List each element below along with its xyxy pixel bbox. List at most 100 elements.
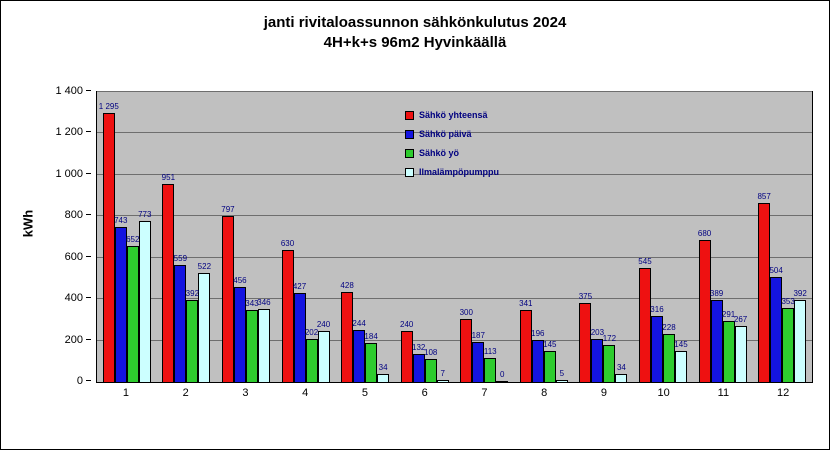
bar-value-label: 504 — [769, 266, 783, 275]
bar-Sähkö päivä — [114, 227, 127, 382]
bar-wrap: 427 — [293, 282, 306, 382]
bar-Sähkö yhteensä — [519, 310, 532, 382]
bar-value-label: 267 — [733, 315, 748, 324]
bar-value-label: 341 — [519, 299, 533, 308]
y-tick-mark — [86, 297, 91, 299]
bar-wrap: 196 — [531, 329, 545, 382]
bar-Ilmalämpöpumppu — [674, 351, 687, 382]
bar-value-label: 244 — [352, 319, 366, 328]
bar-Sähkö yhteensä — [758, 203, 771, 382]
bar-value-label: 343 — [245, 299, 259, 308]
bar-value-label: 240 — [399, 320, 414, 329]
bar-value-label: 353 — [781, 297, 795, 306]
bar-wrap: 392 — [186, 289, 199, 382]
bar-Sähkö yö — [782, 308, 795, 382]
bar-wrap: 1 295 — [99, 102, 119, 382]
x-tick-label: 4 — [302, 387, 309, 399]
y-tick-label: 1 000 — [55, 167, 83, 180]
y-tick-mark — [86, 172, 91, 174]
plot-area: 1 295 743 652 773 951 559 392 522 797 456 343 346 63… — [96, 91, 813, 383]
bar-value-label: 300 — [459, 308, 473, 317]
bar-Sähkö yö — [662, 334, 675, 382]
bar-value-label: 951 — [161, 173, 176, 182]
bar-Sähkö päivä — [770, 277, 783, 382]
bar-Sähkö päivä — [531, 340, 544, 382]
bar-wrap: 34 — [377, 363, 390, 382]
bar-wrap: 545 — [638, 257, 652, 382]
x-tick-label: 5 — [361, 387, 368, 399]
bar-group: 1 295 743 652 773 — [97, 92, 157, 382]
y-tick-label: 1 400 — [55, 85, 83, 97]
bar-wrap: 857 — [757, 192, 771, 382]
bar-wrap: 108 — [424, 348, 437, 382]
bar-Sähkö yö — [484, 358, 497, 382]
bar-wrap: 316 — [650, 305, 664, 382]
bar-group: 341 196 145 5 — [514, 92, 574, 382]
grid-line — [97, 91, 812, 92]
x-tick-label: 9 — [600, 387, 607, 399]
bar-value-label: 316 — [650, 305, 664, 314]
bar-wrap: 392 — [793, 289, 807, 382]
bar-Ilmalämpöpumppu — [794, 300, 807, 382]
bar-Ilmalämpöpumppu — [436, 380, 449, 382]
bar-value-label: 427 — [292, 282, 307, 291]
bar-Sähkö yhteensä — [221, 216, 234, 382]
bar-Sähkö päivä — [591, 339, 604, 382]
bar-Sähkö päivä — [650, 316, 663, 382]
bar-Ilmalämpöpumppu — [138, 221, 151, 382]
legend-item: Sähkö yhteensä — [405, 110, 499, 120]
bar-Ilmalämpöpumppu — [496, 381, 509, 382]
legend-item: Sähkö päivä — [405, 129, 499, 139]
bar-Sähkö yhteensä — [460, 319, 473, 382]
bar-group: 680 389 291 267 — [693, 92, 753, 382]
legend-item: Sähkö yö — [405, 148, 499, 158]
bar-value-label: 145 — [543, 340, 557, 349]
bar-value-label: 7 — [440, 369, 445, 378]
bar-value-label: 346 — [257, 298, 271, 307]
bar-wrap: 291 — [722, 310, 735, 382]
bar-value-label: 202 — [304, 328, 319, 337]
bar-Sähkö yö — [305, 339, 318, 382]
bar-value-label: 5 — [559, 369, 565, 378]
bar-Sähkö yö — [365, 343, 378, 382]
bar-wrap: 34 — [615, 363, 628, 382]
legend-item: Ilmalämpöpumppu — [405, 167, 499, 177]
grid-line — [97, 339, 812, 341]
bar-Ilmalämpöpumppu — [317, 331, 330, 382]
x-tick-label: 2 — [182, 387, 189, 399]
legend-label: Sähkö päivä — [419, 129, 472, 139]
bar-value-label: 428 — [340, 281, 354, 290]
bar-group: 428 244 184 34 — [335, 92, 395, 382]
bar-wrap: 375 — [579, 292, 592, 382]
x-tick-label: 10 — [657, 387, 670, 399]
x-tick-label: 12 — [777, 387, 790, 399]
bar-Ilmalämpöpumppu — [555, 380, 568, 382]
x-tick-label: 7 — [481, 387, 488, 399]
bar-value-label: 392 — [185, 289, 200, 298]
bar-value-label: 375 — [578, 292, 593, 301]
bar-value-label: 392 — [793, 289, 807, 298]
bar-value-label: 187 — [471, 331, 485, 340]
legend-swatch-icon — [405, 167, 414, 177]
bar-Sähkö yhteensä — [162, 184, 175, 382]
grid-line — [97, 298, 812, 300]
bar-Sähkö yö — [543, 351, 556, 382]
grid-line — [97, 215, 812, 217]
bar-wrap: 240 — [317, 320, 330, 382]
bar-wrap: 652 — [126, 235, 139, 382]
bar-wrap: 202 — [305, 328, 318, 382]
bar-wrap: 244 — [352, 319, 366, 382]
bar-wrap: 7 — [436, 369, 449, 382]
bar-wrap: 680 — [698, 229, 711, 382]
bar-Sähkö yö — [126, 246, 139, 382]
bar-wrap: 630 — [281, 239, 294, 382]
bar-value-label: 559 — [173, 254, 188, 263]
bar-wrap: 0 — [496, 370, 509, 382]
bar-Sähkö päivä — [710, 300, 723, 382]
y-tick-mark — [86, 255, 91, 257]
bar-Sähkö päivä — [412, 354, 425, 382]
bar-Sähkö päivä — [353, 330, 366, 382]
bar-Sähkö yhteensä — [400, 331, 413, 382]
x-tick-label: 6 — [421, 387, 428, 399]
